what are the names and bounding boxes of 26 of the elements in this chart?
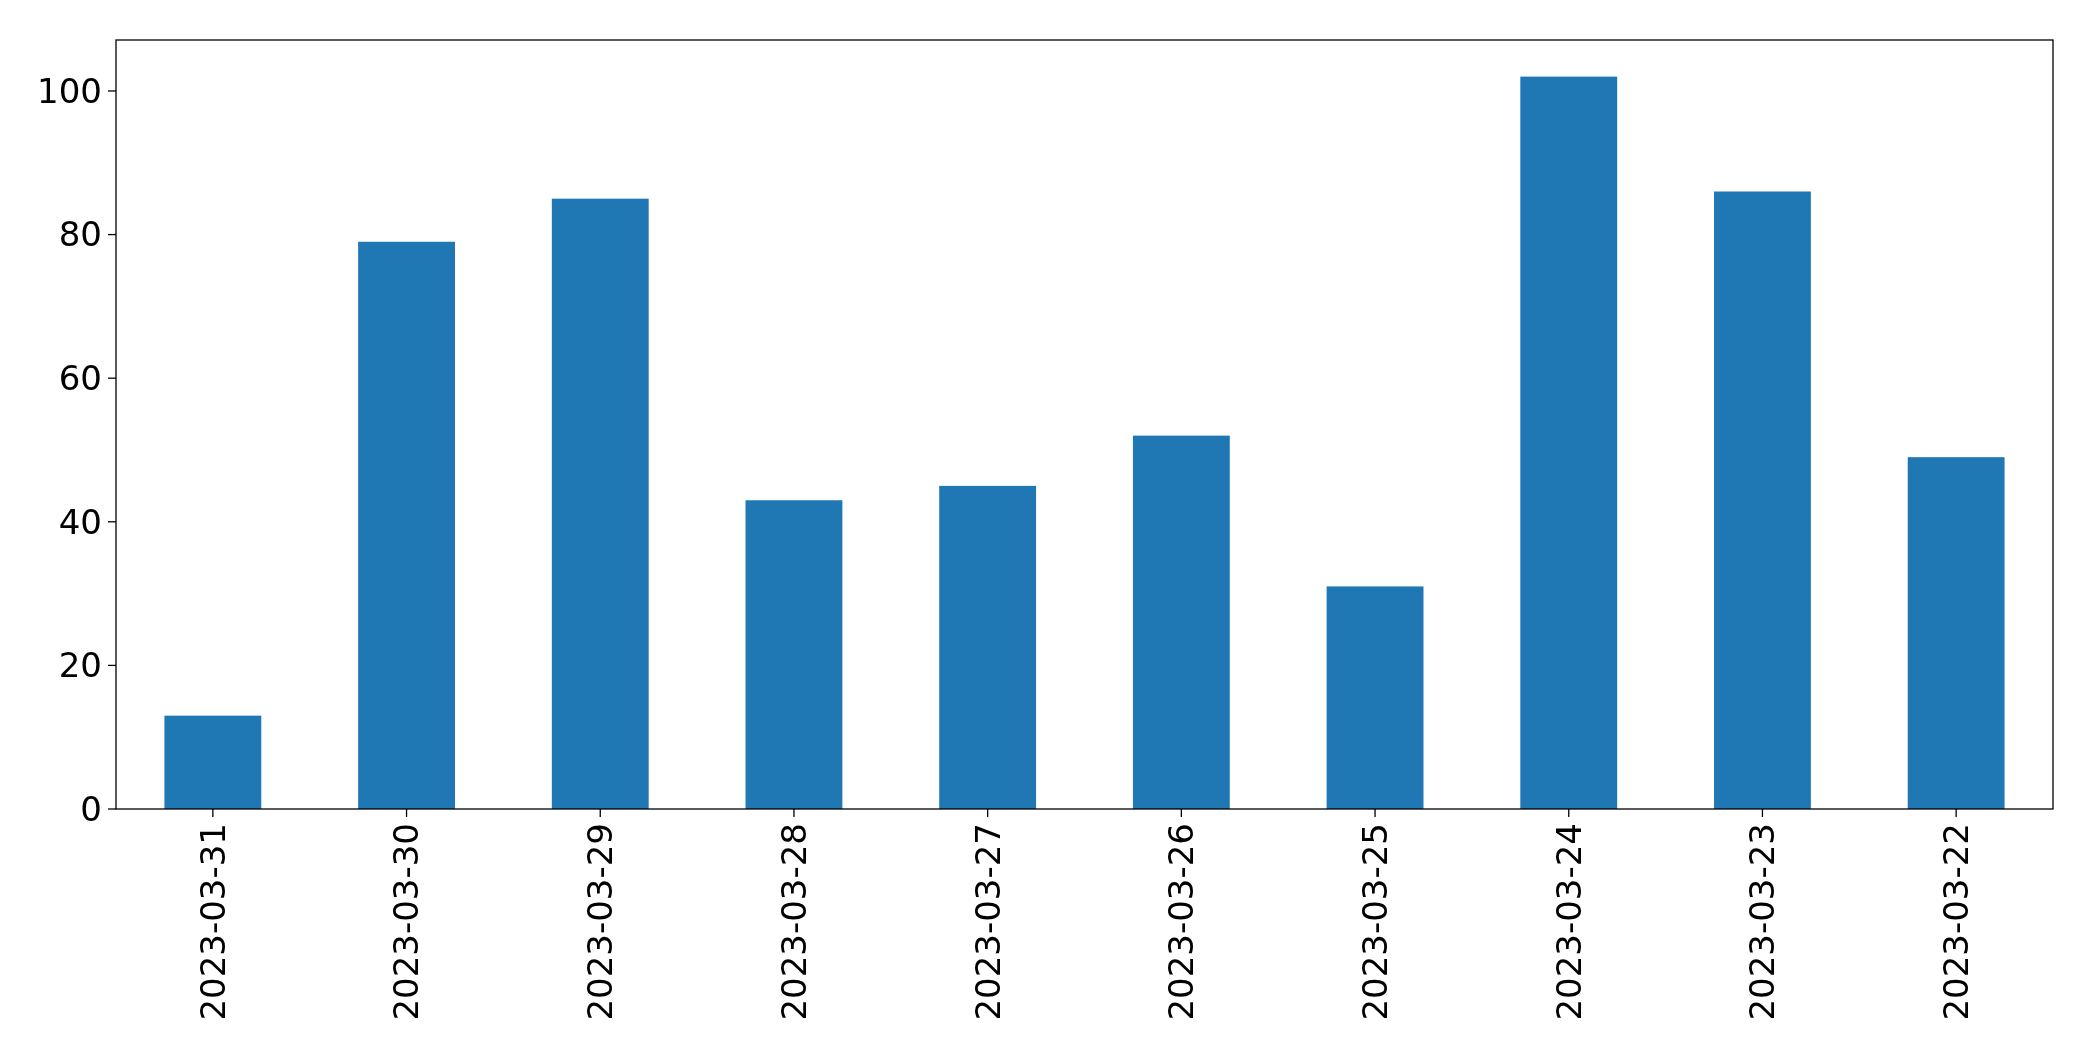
x-tick-label: 2023-03-22 <box>1936 823 1977 1021</box>
x-tick-label: 2023-03-23 <box>1742 823 1783 1021</box>
bar <box>164 715 262 809</box>
x-tick-label: 2023-03-25 <box>1354 823 1395 1021</box>
y-tick-label: 100 <box>37 70 102 111</box>
x-tick-label: 2023-03-29 <box>580 823 621 1021</box>
bar <box>1132 435 1230 809</box>
x-tick-label: 2023-03-30 <box>386 823 427 1021</box>
y-tick-label: 40 <box>58 501 102 542</box>
bar <box>1326 586 1424 809</box>
x-tick-label: 2023-03-31 <box>192 823 233 1021</box>
x-tick-label: 2023-03-24 <box>1548 823 1589 1021</box>
bar <box>745 500 843 809</box>
bar <box>1714 191 1811 809</box>
bar <box>1520 76 1618 809</box>
y-tick-label: 20 <box>58 645 102 686</box>
x-tick-label: 2023-03-27 <box>967 823 1008 1021</box>
y-tick-label: 0 <box>80 788 102 829</box>
y-tick-label: 60 <box>58 358 102 399</box>
bar <box>551 198 649 809</box>
bar <box>939 485 1037 809</box>
y-tick-label: 80 <box>58 214 102 255</box>
bar <box>1907 457 2005 809</box>
x-tick-label: 2023-03-28 <box>773 823 814 1021</box>
bar <box>358 241 455 809</box>
x-tick-label: 2023-03-26 <box>1161 823 1202 1021</box>
